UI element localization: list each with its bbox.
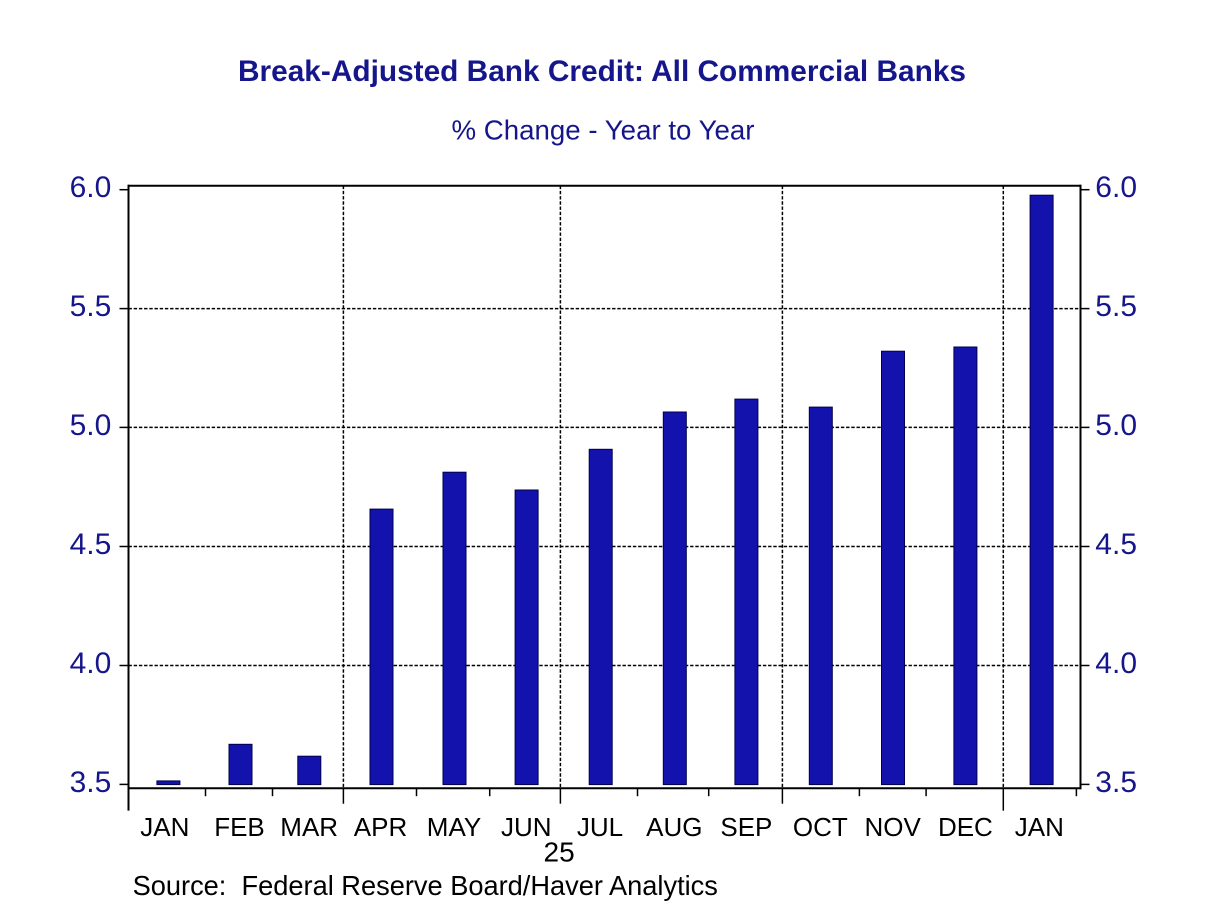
- svg-text:DEC: DEC: [938, 812, 993, 842]
- svg-text:3.5: 3.5: [1095, 766, 1137, 799]
- svg-text:% Change - Year to Year: % Change - Year to Year: [452, 115, 755, 146]
- svg-text:4.5: 4.5: [1095, 528, 1137, 561]
- svg-text:APR: APR: [354, 812, 407, 842]
- svg-text:4.0: 4.0: [1095, 647, 1137, 680]
- svg-text:JUN: JUN: [501, 812, 552, 842]
- svg-text:25: 25: [544, 837, 575, 868]
- svg-text:5.0: 5.0: [1095, 409, 1137, 442]
- svg-text:5.0: 5.0: [70, 409, 112, 442]
- svg-text:JAN: JAN: [140, 812, 189, 842]
- svg-text:NOV: NOV: [865, 812, 922, 842]
- svg-text:FEB: FEB: [214, 812, 265, 842]
- svg-text:4.5: 4.5: [70, 528, 112, 561]
- svg-text:OCT: OCT: [793, 812, 848, 842]
- svg-text:Source: Federal Reserve Board: Source: Federal Reserve Board/Haver Anal…: [133, 870, 718, 901]
- svg-text:5.5: 5.5: [70, 290, 112, 323]
- svg-text:JAN: JAN: [1015, 812, 1064, 842]
- svg-text:AUG: AUG: [646, 812, 702, 842]
- svg-text:SEP: SEP: [720, 812, 772, 842]
- svg-text:6.0: 6.0: [70, 171, 112, 204]
- svg-text:Break-Adjusted Bank Credit: Al: Break-Adjusted Bank Credit: All Commerci…: [238, 55, 966, 88]
- svg-text:6.0: 6.0: [1095, 171, 1137, 204]
- svg-text:JUL: JUL: [577, 812, 623, 842]
- svg-text:5.5: 5.5: [1095, 290, 1137, 323]
- svg-text:4.0: 4.0: [70, 647, 112, 680]
- svg-text:3.5: 3.5: [70, 766, 112, 799]
- svg-text:MAR: MAR: [280, 812, 338, 842]
- svg-text:MAY: MAY: [427, 812, 481, 842]
